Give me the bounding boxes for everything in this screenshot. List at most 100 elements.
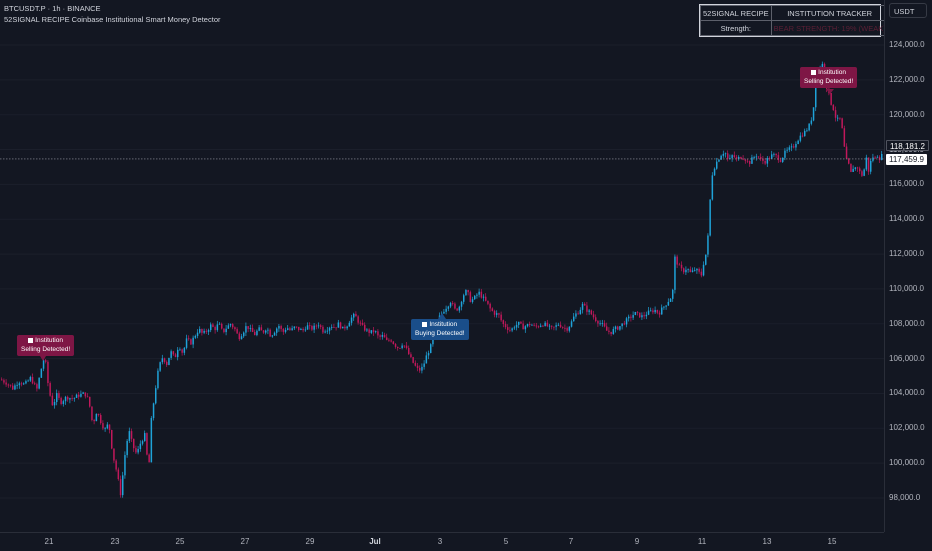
candle-body bbox=[289, 328, 291, 331]
candle-body bbox=[18, 383, 21, 386]
candle-body bbox=[804, 130, 806, 137]
candle-body bbox=[23, 383, 25, 385]
candle-body bbox=[205, 330, 208, 332]
candle-body bbox=[672, 289, 674, 299]
candle-body bbox=[843, 128, 846, 147]
candle-body bbox=[617, 326, 619, 330]
candle-body bbox=[232, 324, 234, 328]
candle-body bbox=[161, 358, 164, 363]
candle-body bbox=[223, 328, 225, 333]
candle-body bbox=[790, 146, 793, 148]
candle-body bbox=[247, 326, 249, 329]
signal-pointer bbox=[40, 356, 46, 361]
candle-body bbox=[661, 307, 663, 315]
candle-body bbox=[707, 235, 709, 255]
candle-body bbox=[265, 330, 267, 333]
candlestick-chart[interactable] bbox=[0, 0, 884, 532]
candle-body bbox=[612, 328, 615, 335]
candle-body bbox=[152, 403, 155, 419]
currency-button[interactable]: USDT bbox=[889, 3, 927, 18]
candle-body bbox=[597, 321, 599, 324]
candle-body bbox=[390, 340, 392, 342]
candle-body bbox=[636, 311, 639, 313]
indicator-title[interactable]: 52SIGNAL RECIPE Coinbase Institutional S… bbox=[4, 15, 221, 24]
candle-body bbox=[229, 324, 232, 326]
candle-body bbox=[386, 337, 388, 340]
time-tick-label: 9 bbox=[634, 537, 640, 546]
candle-body bbox=[315, 325, 318, 327]
candle-body bbox=[447, 306, 450, 309]
candle-body bbox=[711, 175, 714, 200]
candle-body bbox=[815, 87, 817, 108]
candle-body bbox=[529, 324, 531, 326]
signal-label-sell[interactable]: Institution Selling Detected! bbox=[800, 67, 858, 88]
candle-body bbox=[570, 321, 573, 327]
candle-body bbox=[430, 344, 432, 354]
candle-body bbox=[632, 315, 634, 318]
candle-body bbox=[548, 325, 551, 327]
price-axis[interactable]: 124,000.0122,000.0120,000.0118,000.0116,… bbox=[884, 0, 932, 532]
candle-body bbox=[370, 330, 373, 333]
candle-body bbox=[535, 325, 538, 327]
candle-body bbox=[795, 143, 797, 148]
price-tick-label: 106,000.0 bbox=[889, 353, 925, 363]
candle-body bbox=[5, 382, 7, 385]
candle-body bbox=[665, 305, 667, 307]
signal-label-sell[interactable]: Institution Selling Detected! bbox=[17, 335, 75, 356]
candle-body bbox=[881, 154, 883, 161]
symbol-title[interactable]: BTCUSDT.P · 1h · BINANCE bbox=[4, 4, 101, 13]
candle-body bbox=[806, 130, 808, 132]
candle-body bbox=[801, 135, 804, 137]
candle-body bbox=[210, 324, 212, 331]
candle-body bbox=[643, 315, 645, 317]
price-tick-label: 116,000.0 bbox=[889, 179, 924, 189]
candle-body bbox=[218, 323, 221, 325]
candle-body bbox=[537, 326, 540, 328]
candle-body bbox=[172, 351, 175, 355]
candle-body bbox=[278, 326, 280, 329]
candle-body bbox=[474, 295, 476, 300]
candle-body bbox=[337, 322, 340, 328]
candle-body bbox=[135, 448, 137, 453]
price-tick-label: 114,000.0 bbox=[889, 214, 924, 224]
candle-body bbox=[78, 394, 80, 397]
candle-body bbox=[174, 354, 177, 358]
candle-body bbox=[852, 168, 854, 172]
candle-body bbox=[291, 328, 293, 331]
candle-body bbox=[555, 325, 557, 327]
candle-body bbox=[658, 312, 661, 315]
signal-pointer bbox=[826, 89, 834, 94]
candle-body bbox=[350, 317, 353, 323]
candle-body bbox=[339, 322, 342, 329]
candle-body bbox=[104, 428, 106, 430]
signal-label-buy[interactable]: Institution Buying Detected! bbox=[411, 319, 469, 340]
last-price-tag: 118,181.2 bbox=[886, 140, 929, 152]
candle-body bbox=[214, 326, 216, 331]
candle-body bbox=[29, 377, 32, 381]
candle-body bbox=[757, 156, 760, 158]
candle-body bbox=[687, 269, 689, 271]
candle-body bbox=[238, 333, 241, 340]
time-axis[interactable]: 21 23 25 27 29 Jul 3 5 7 9 11 13 15 bbox=[0, 532, 884, 551]
signal-line2: Selling Detected! bbox=[804, 77, 854, 85]
candle-body bbox=[740, 157, 742, 159]
candle-body bbox=[346, 326, 348, 329]
candle-body bbox=[456, 308, 458, 311]
candle-body bbox=[586, 305, 588, 312]
candle-body bbox=[196, 332, 199, 336]
candle-body bbox=[34, 383, 36, 385]
candle-body bbox=[619, 326, 621, 330]
candle-body bbox=[166, 361, 168, 365]
candle-body bbox=[405, 345, 408, 349]
candle-body bbox=[194, 335, 197, 338]
candle-body bbox=[861, 171, 863, 176]
candle-body bbox=[67, 396, 69, 400]
time-tick-label: 21 bbox=[44, 537, 54, 546]
candle-body bbox=[496, 313, 498, 315]
candle-body bbox=[639, 312, 641, 318]
candle-body bbox=[691, 270, 694, 272]
candle-body bbox=[368, 329, 370, 333]
candle-body bbox=[168, 357, 170, 365]
candle-body bbox=[304, 329, 307, 331]
candle-body bbox=[788, 147, 791, 150]
